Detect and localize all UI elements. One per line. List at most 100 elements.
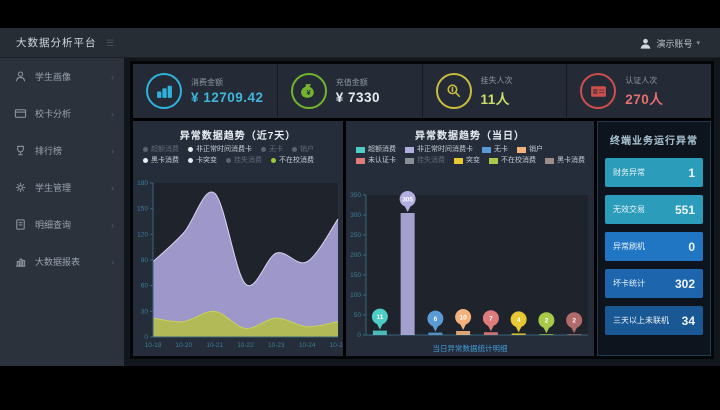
legend-item[interactable]: 销户 — [517, 145, 543, 154]
legend-item[interactable]: 非正常时间消费卡 — [405, 145, 473, 154]
svg-text:10-25: 10-25 — [330, 342, 343, 349]
legend-dot-icon — [143, 147, 148, 152]
svg-text:10-22: 10-22 — [237, 342, 254, 349]
kpi-value: ¥ 7330 — [335, 90, 381, 105]
trend-7days-legend: 超额消费 非正常时间消费卡 无卡 销户黑卡消费 卡突变 挂失消费 不在校消费 — [133, 141, 343, 175]
kpi-label: 消费金额 — [191, 78, 223, 87]
svg-text:7: 7 — [489, 316, 493, 323]
kpi-card: 消费金额 ¥ 12709.42 — [133, 64, 278, 118]
sidebar-item-chart[interactable]: 大数据报表 › — [0, 243, 124, 280]
legend-item[interactable]: 超额消费 — [143, 145, 179, 154]
panel-terminal-status: 终端业务运行异常 财务异常 1 无效交易 551 异常刷机 0 坏卡统计 302 三天以上未联机… — [597, 121, 711, 356]
svg-text:350: 350 — [350, 192, 361, 199]
legend-label: 超额消费 — [151, 146, 179, 153]
legend-swatch-icon — [482, 146, 491, 153]
legend-label: 销户 — [300, 146, 314, 153]
trend-today-legend: 超额消费 非正常时间消费卡 无卡 销户未认证卡 挂失消费 突变 不在校消费 黑卡消费 — [346, 141, 594, 175]
panel-row: 异常数据趋势（近7天） 超额消费 非正常时间消费卡 无卡 销户 黑卡消费 卡突变 挂失消费 不… — [133, 121, 711, 356]
legend-item[interactable]: 无卡 — [482, 145, 508, 154]
kpi-card: ¥ 充值金额 ¥ 7330 — [278, 64, 423, 118]
svg-text:60: 60 — [141, 283, 149, 290]
terminal-stats-list: 财务异常 1 无效交易 551 异常刷机 0 坏卡统计 302 三天以上未联机 34 — [598, 146, 710, 335]
legend-item[interactable]: 无卡 — [261, 145, 283, 154]
chevron-right-icon: › — [111, 145, 114, 156]
sidebar-item-doc[interactable]: 明细查询 › — [0, 206, 124, 243]
legend-item[interactable]: 突变 — [454, 156, 480, 165]
terminal-stat-row[interactable]: 无效交易 551 — [605, 195, 703, 224]
svg-text:200: 200 — [350, 252, 361, 259]
svg-text:2: 2 — [545, 318, 549, 325]
panel-trend-today-title: 异常数据趋势（当日） — [415, 131, 525, 142]
chevron-right-icon: › — [111, 71, 114, 82]
svg-text:250: 250 — [350, 232, 361, 239]
legend-dot-icon — [188, 158, 193, 163]
svg-text:100: 100 — [350, 292, 361, 299]
app-title: 大数据分析平台 — [16, 37, 97, 49]
terminal-stat-row[interactable]: 三天以上未联机 34 — [605, 306, 703, 335]
legend-label: 黑卡消费 — [557, 157, 585, 164]
main-content: 消费金额 ¥ 12709.42 ¥ 充值金额 ¥ 7330 挂失人次 11人 认证人次 270人… — [124, 58, 720, 366]
legend-item[interactable]: 销户 — [292, 145, 314, 154]
trophy-icon — [14, 144, 27, 157]
legend-label: 销户 — [529, 146, 543, 153]
svg-text:¥: ¥ — [307, 88, 312, 97]
panel-trend-today: 异常数据趋势（当日） 超额消费 非正常时间消费卡 无卡 销户未认证卡 挂失消费 突变 不在校… — [346, 121, 594, 356]
legend-label: 未认证卡 — [368, 157, 396, 164]
sidebar-item-label: 学生画像 — [35, 72, 72, 82]
sidebar-item-gear[interactable]: 学生管理 › — [0, 169, 124, 206]
kpi-label: 挂失人次 — [480, 75, 513, 85]
today-detail-link[interactable]: 当日异常数据统计明细 — [432, 344, 508, 353]
stat-label: 异常刷机 — [613, 242, 645, 251]
stat-value: 551 — [674, 202, 695, 217]
legend-dot-icon — [271, 158, 276, 163]
svg-text:30: 30 — [141, 308, 149, 315]
legend-item[interactable]: 不在校消费 — [489, 156, 536, 165]
app-window: 大数据分析平台 ☰ 演示账号 ▾ 学生画像 › 校卡分析 › 排行榜 › 学生管理 › 明细查询… — [0, 28, 720, 366]
legend-item[interactable]: 黑卡消费 — [143, 156, 179, 165]
legend-dot-icon — [188, 147, 193, 152]
user-avatar-icon — [639, 37, 652, 50]
gear-icon — [14, 181, 27, 194]
trend-area-chart: 0 30 60 90 120 150 180 10-19 10-20 10-21 10-22 10-2… — [133, 177, 343, 353]
svg-text:10-24: 10-24 — [299, 342, 316, 349]
stat-label: 三天以上未联机 — [613, 316, 669, 325]
legend-label: 不在校消费 — [279, 157, 314, 164]
legend-label: 挂失消费 — [234, 157, 262, 164]
legend-item[interactable]: 未认证卡 — [356, 156, 396, 165]
legend-dot-icon — [261, 147, 266, 152]
sidebar-item-label: 大数据报表 — [35, 257, 81, 267]
terminal-stat-row[interactable]: 异常刷机 0 — [605, 232, 703, 261]
user-menu[interactable]: 演示账号 ▾ — [639, 28, 700, 58]
doc-icon — [14, 218, 27, 231]
legend-item[interactable]: 挂失消费 — [405, 156, 445, 165]
legend-item[interactable]: 不在校消费 — [271, 156, 314, 165]
panel-trend-7days: 异常数据趋势（近7天） 超额消费 非正常时间消费卡 无卡 销户 黑卡消费 卡突变 挂失消费 不… — [133, 121, 343, 356]
svg-text:11: 11 — [376, 314, 383, 321]
touch-search-icon — [435, 73, 472, 109]
terminal-stat-row[interactable]: 坏卡统计 302 — [605, 269, 703, 298]
legend-item[interactable]: 挂失消费 — [226, 156, 262, 165]
svg-text:305: 305 — [402, 197, 413, 204]
legend-item[interactable]: 超额消费 — [356, 145, 396, 154]
legend-item[interactable]: 非正常时间消费卡 — [188, 145, 252, 154]
legend-swatch-icon — [356, 146, 365, 153]
svg-text:150: 150 — [137, 206, 148, 213]
svg-text:300: 300 — [350, 212, 361, 219]
sidebar-item-card[interactable]: 校卡分析 › — [0, 95, 124, 132]
legend-swatch-icon — [356, 157, 365, 164]
chevron-right-icon: › — [111, 108, 114, 119]
stat-value: 302 — [674, 276, 695, 291]
legend-label: 挂失消费 — [417, 157, 445, 164]
panel-terminal-title: 终端业务运行异常 — [610, 136, 698, 147]
legend-item[interactable]: 卡突变 — [188, 156, 217, 165]
legend-label: 黑卡消费 — [151, 157, 179, 164]
menu-toggle-icon[interactable]: ☰ — [106, 38, 115, 48]
legend-item[interactable]: 黑卡消费 — [545, 156, 585, 165]
sidebar-item-trophy[interactable]: 排行榜 › — [0, 132, 124, 169]
legend-label: 无卡 — [494, 146, 508, 153]
sidebar-item-person[interactable]: 学生画像 › — [0, 58, 124, 95]
svg-text:4: 4 — [517, 317, 521, 324]
legend-label: 突变 — [466, 157, 480, 164]
terminal-stat-row[interactable]: 财务异常 1 — [605, 158, 703, 187]
coins-stack-icon — [146, 73, 182, 109]
